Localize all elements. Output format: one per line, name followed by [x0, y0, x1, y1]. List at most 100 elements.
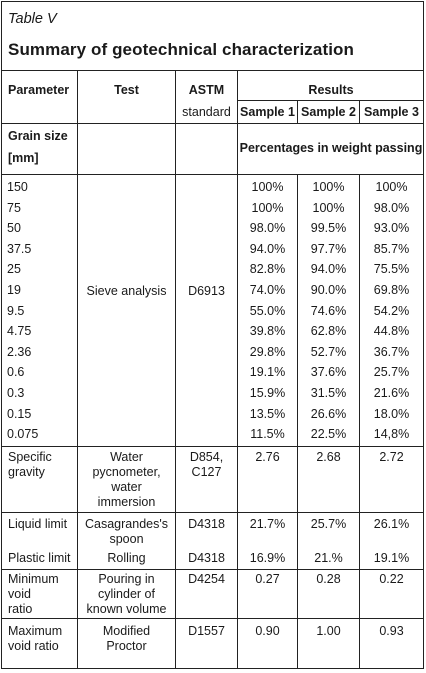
minv-sample1: 0.27 — [255, 572, 280, 586]
minv-param-2: void — [8, 587, 31, 601]
grain-sample2-value: 37.6% — [310, 365, 347, 379]
vrule-3 — [237, 70, 238, 668]
grain-sample1-value: 15.9% — [249, 386, 286, 400]
ll-sample3: 26.1% — [373, 517, 410, 531]
minv-test-2: cylinder of — [98, 587, 155, 601]
minv-sample2: 0.28 — [316, 572, 341, 586]
grain-sample2-value: 97.7% — [310, 242, 347, 256]
grain-sample2-value: 99.5% — [310, 221, 347, 235]
grain-sample3-value: 44.8% — [373, 324, 410, 338]
grain-size-value: 0.3 — [7, 386, 25, 400]
grain-sample2-value: 62.8% — [310, 324, 347, 338]
vrule-2 — [175, 70, 176, 668]
sg-test-1: Water — [110, 450, 143, 464]
grain-sample1-value: 82.8% — [249, 262, 286, 276]
grain-sample1-value: 98.0% — [249, 221, 286, 235]
grain-astm: D6913 — [188, 284, 225, 298]
maxv-test-2: Proctor — [106, 639, 147, 653]
grain-sample1-value: 74.0% — [249, 283, 286, 297]
sg-sample1: 2.76 — [255, 450, 280, 464]
grain-sample3-value: 93.0% — [373, 221, 410, 235]
grain-sample2-value: 74.6% — [310, 304, 347, 318]
sg-astm-2: C127 — [191, 465, 222, 479]
grain-sample1-value: 94.0% — [249, 242, 286, 256]
sg-test-4: immersion — [97, 495, 156, 509]
sg-astm-1: D854, — [189, 450, 224, 464]
header-sample3: Sample 3 — [364, 105, 419, 119]
maxv-sample2: 1.00 — [316, 624, 341, 638]
grain-sample1-value: 100% — [251, 201, 284, 215]
grain-sample3-value: 21.6% — [373, 386, 410, 400]
maxv-param-2: void ratio — [8, 639, 59, 653]
minv-sample3: 0.22 — [379, 572, 404, 586]
header-parameter: Parameter — [8, 83, 70, 97]
ll-test-1: Casagrandes's — [85, 517, 168, 531]
sg-sample2: 2.68 — [316, 450, 341, 464]
maxv-sample3: 0.93 — [379, 624, 404, 638]
sg-param-2: gravity — [8, 465, 45, 479]
header-sample1: Sample 1 — [240, 105, 295, 119]
grain-sample1-value: 29.8% — [249, 345, 286, 359]
grain-sample2-value: 100% — [312, 201, 345, 215]
grain-sample2-value: 52.7% — [310, 345, 347, 359]
grain-sample3-value: 36.7% — [373, 345, 410, 359]
grain-sample1-value: 19.1% — [249, 365, 286, 379]
minv-test-1: Pouring in — [98, 572, 155, 586]
grain-sample3-value: 54.2% — [373, 304, 410, 318]
grain-size-value: 19 — [7, 283, 21, 297]
grain-sample2-value: 26.6% — [310, 407, 347, 421]
pl-sample2: 21.% — [314, 551, 343, 565]
grain-size-value: 0.15 — [7, 407, 32, 421]
ll-sample2: 25.7% — [310, 517, 347, 531]
header-sample2: Sample 2 — [301, 105, 356, 119]
grain-sample1-value: 100% — [251, 180, 284, 194]
sg-param-1: Specific — [8, 450, 52, 464]
grain-sample2-value: 94.0% — [310, 262, 347, 276]
rule-grain-sub — [1, 174, 424, 175]
grain-size-value: 2.36 — [7, 345, 32, 359]
vrule-4b — [297, 174, 298, 668]
rule-sg — [1, 512, 424, 513]
grain-subheader: Percentages in weight passing — [239, 141, 423, 155]
vrule-5a — [359, 100, 360, 123]
grain-size-value: 25 — [7, 262, 21, 276]
grain-sample1-value: 55.0% — [249, 304, 286, 318]
vrule-4a — [297, 100, 298, 123]
ll-param: Liquid limit — [8, 517, 68, 531]
rule-results — [237, 100, 424, 101]
grain-test: Sieve analysis — [86, 284, 167, 298]
pl-sample3: 19.1% — [373, 551, 410, 565]
sg-test-3: water — [111, 480, 142, 494]
grain-sample3-value: 69.8% — [373, 283, 410, 297]
grain-sample2-value: 90.0% — [310, 283, 347, 297]
vrule-1 — [77, 70, 78, 668]
grain-sample2-value: 22.5% — [310, 427, 347, 441]
sg-sample3: 2.72 — [379, 450, 404, 464]
minv-test-3: known volume — [86, 602, 167, 616]
grain-label: Grain size — [8, 129, 68, 143]
grain-sample3-value: 18.0% — [373, 407, 410, 421]
grain-size-value: 0.075 — [7, 427, 39, 441]
grain-size-value: 4.75 — [7, 324, 32, 338]
maxv-param-1: Maximum — [8, 624, 63, 638]
grain-sample1-value: 11.5% — [250, 427, 285, 441]
grain-size-value: 0.6 — [7, 365, 25, 379]
ll-test-2: spoon — [109, 532, 144, 546]
rule-top — [1, 70, 424, 71]
grain-sample3-value: 75.5% — [373, 262, 410, 276]
rule-ll — [1, 569, 424, 570]
grain-size-value: 50 — [7, 221, 21, 235]
minv-param-3: ratio — [8, 602, 33, 616]
header-results: Results — [308, 83, 354, 97]
pl-sample1: 16.9% — [249, 551, 286, 565]
grain-sample2-value: 31.5% — [310, 386, 347, 400]
grain-sample1-value: 39.8% — [249, 324, 286, 338]
sg-test-2: pycnometer, — [92, 465, 161, 479]
maxv-sample1: 0.90 — [255, 624, 280, 638]
maxv-astm: D1557 — [188, 624, 225, 638]
grain-sample3-value: 25.7% — [373, 365, 410, 379]
pl-astm: D4318 — [188, 551, 225, 565]
grain-unit: [mm] — [8, 151, 39, 165]
rule-pl — [1, 618, 424, 619]
